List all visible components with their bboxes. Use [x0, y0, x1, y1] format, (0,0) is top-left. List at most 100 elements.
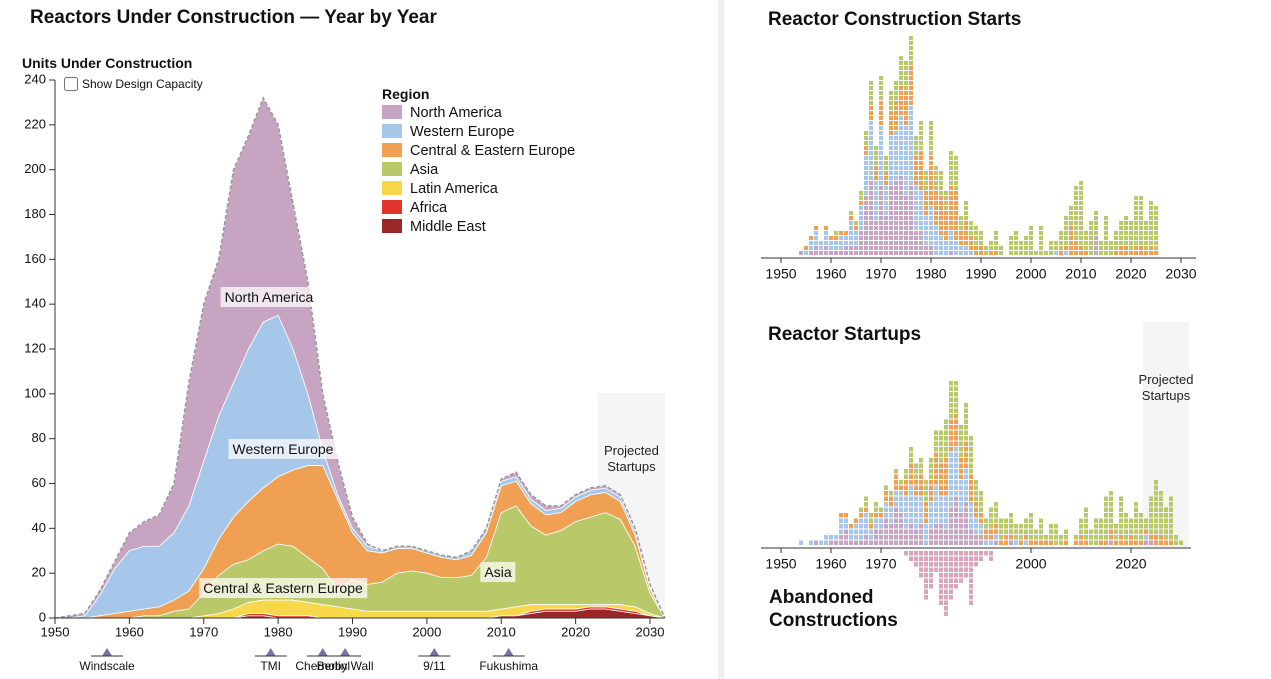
unit-stack: [1079, 246, 1083, 255]
unit-square: [894, 513, 898, 518]
checkbox[interactable]: [64, 77, 78, 91]
unit-square: [1149, 201, 1153, 205]
unit-stack: [844, 518, 848, 529]
unit-square: [899, 166, 903, 170]
unit-square: [1014, 540, 1018, 545]
unit-square: [1094, 211, 1098, 215]
unit-square: [924, 201, 928, 205]
unit-square: [949, 529, 953, 534]
unit-square: [939, 600, 943, 605]
unit-square: [929, 540, 933, 545]
unit-square: [934, 540, 938, 545]
unit-stack: [1044, 540, 1048, 545]
unit-square: [959, 556, 963, 561]
unit-square: [1149, 216, 1153, 220]
unit-square: [949, 181, 953, 185]
unit-square: [969, 480, 973, 485]
unit-stack: [944, 529, 948, 545]
unit-square: [1149, 211, 1153, 215]
unit-stack: [894, 101, 898, 130]
unit-square: [934, 436, 938, 441]
unit-stack: [1149, 496, 1153, 534]
unit-square: [909, 211, 913, 215]
unit-stack: [1054, 251, 1058, 255]
unit-square: [859, 507, 863, 512]
unit-square: [799, 540, 803, 545]
unit-stack: [1134, 196, 1138, 245]
unit-square: [904, 136, 908, 140]
unit-square: [919, 551, 923, 556]
unit-square: [919, 251, 923, 255]
unit-square: [869, 221, 873, 225]
unit-stack: [1084, 231, 1088, 250]
unit-square: [939, 246, 943, 250]
unit-stack: [954, 241, 958, 255]
unit-square: [849, 251, 853, 255]
unit-square: [824, 246, 828, 250]
unit-square: [1089, 226, 1093, 230]
unit-square: [819, 246, 823, 250]
unit-square: [934, 251, 938, 255]
unit-square: [999, 518, 1003, 523]
unit-square: [874, 181, 878, 185]
unit-square: [919, 474, 923, 479]
unit-square: [964, 201, 968, 205]
unit-square: [1104, 524, 1108, 529]
unit-stack: [859, 518, 863, 540]
unit-square: [1029, 524, 1033, 529]
unit-square: [939, 584, 943, 589]
unit-stack: [809, 251, 813, 255]
unit-square: [944, 425, 948, 430]
unit-square: [1084, 251, 1088, 255]
unit-square: [864, 236, 868, 240]
unit-square: [1104, 216, 1108, 220]
unit-square: [1014, 236, 1018, 240]
unit-square: [944, 611, 948, 616]
unit-stack: [1079, 181, 1083, 245]
unit-stack: [934, 226, 938, 255]
unit-square: [899, 206, 903, 210]
unit-square: [954, 551, 958, 556]
unit-square: [964, 447, 968, 452]
design-capacity-toggle[interactable]: Show Design Capacity: [64, 77, 203, 91]
unit-square: [874, 221, 878, 225]
unit-square: [869, 529, 873, 534]
unit-square: [929, 156, 933, 160]
x-tick-label: 2020: [1115, 266, 1146, 282]
unit-square: [1114, 241, 1118, 245]
unit-stack: [989, 529, 993, 540]
unit-stack: [914, 480, 918, 496]
unit-square: [1164, 524, 1168, 529]
unit-square: [954, 524, 958, 529]
unit-square: [1059, 236, 1063, 240]
unit-square: [944, 251, 948, 255]
unit-stack: [1129, 221, 1133, 250]
unit-stack: [929, 121, 933, 155]
unit-square: [929, 216, 933, 220]
unit-square: [1009, 241, 1013, 245]
unit-stack: [919, 231, 923, 255]
unit-square: [949, 452, 953, 457]
unit-square: [864, 146, 868, 150]
unit-square: [934, 171, 938, 175]
unit-square: [1119, 496, 1123, 501]
unit-square: [959, 562, 963, 567]
unit-square: [894, 231, 898, 235]
unit-square: [909, 176, 913, 180]
unit-square: [959, 251, 963, 255]
event-marker: [265, 648, 276, 656]
x-tick-label: 2020: [1115, 556, 1146, 572]
unit-stack: [1104, 216, 1108, 255]
unit-square: [939, 191, 943, 195]
unit-square: [914, 191, 918, 195]
unit-square: [1169, 513, 1173, 518]
unit-square: [939, 211, 943, 215]
unit-square: [1009, 524, 1013, 529]
unit-square: [1114, 231, 1118, 235]
unit-square: [919, 513, 923, 518]
unit-stack: [1009, 236, 1013, 255]
unit-square: [814, 241, 818, 245]
unit-square: [954, 584, 958, 589]
unit-square: [969, 529, 973, 534]
